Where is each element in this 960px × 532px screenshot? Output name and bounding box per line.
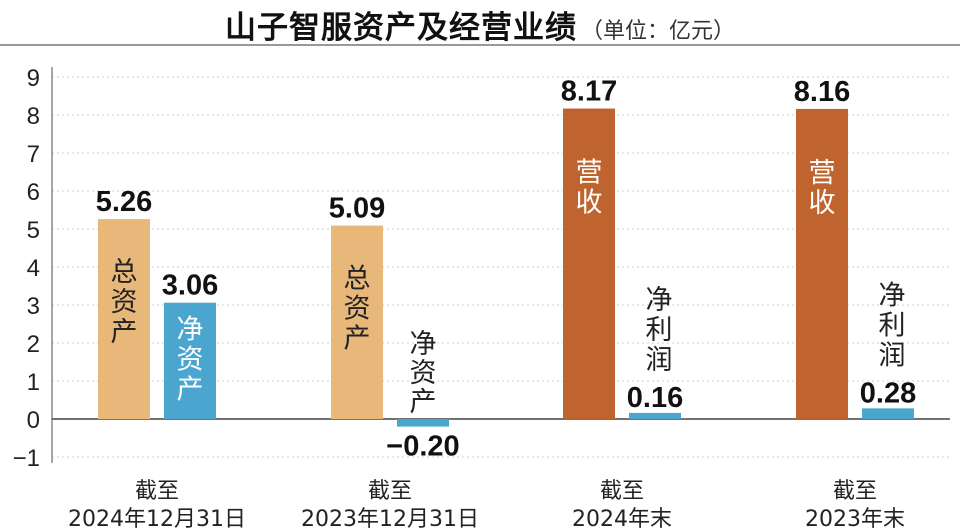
bar-category-label: 产	[177, 375, 204, 406]
y-tick-label: 4	[27, 255, 40, 282]
bar-primary	[331, 225, 383, 419]
y-tick-label: 3	[27, 293, 40, 320]
x-group-label-line1: 截至	[135, 479, 179, 504]
y-tick-label: 2	[27, 331, 40, 358]
bar-category-label: 利	[879, 310, 906, 341]
bar-secondary	[164, 302, 216, 419]
bar-category-label: 净	[410, 329, 437, 360]
bar-category-label: 净	[646, 285, 673, 316]
bar-primary	[563, 108, 615, 419]
bar-category-label: 产	[344, 324, 371, 355]
bar-category-label: 营	[576, 158, 603, 189]
bar-value-label: 8.17	[561, 76, 617, 108]
bar-value-label: 8.16	[794, 76, 850, 108]
unit-note: （单位：亿元）	[580, 19, 735, 44]
chart-title: 山子智服资产及经营业绩	[224, 10, 577, 46]
y-tick-label: −1	[13, 445, 40, 472]
x-group-label-line1: 截至	[600, 479, 644, 504]
bar-category-label: 资	[344, 294, 371, 325]
x-group-label-line1: 截至	[833, 479, 877, 504]
title-divider	[0, 44, 960, 46]
bar-category-label: 润	[646, 345, 673, 376]
chart-header: 山子智服资产及经营业绩 （单位：亿元）	[0, 2, 960, 47]
bar-category-label: 收	[809, 188, 836, 219]
y-tick-label: 7	[27, 141, 40, 168]
bar-category-label: 净	[177, 315, 204, 346]
y-tick-label: 8	[27, 103, 40, 130]
x-group-label-line2: 2023年12月31日	[301, 507, 479, 532]
y-tick-label: 6	[27, 179, 40, 206]
bar-value-label: 5.09	[329, 193, 385, 225]
bar-category-label: 利	[646, 315, 673, 346]
bar-primary	[796, 108, 848, 420]
bar-category-label: 净	[879, 280, 906, 311]
bar-category-label: 总	[344, 264, 371, 295]
x-group-label-line2: 2024年末	[572, 507, 672, 532]
bar-category-label: 产	[410, 387, 437, 418]
bar-category-label: 营	[809, 158, 836, 189]
y-tick-label: 5	[27, 217, 40, 244]
bar-value-label: −0.20	[386, 431, 459, 463]
bar-category-label: 产	[111, 317, 138, 348]
bar-value-label: 3.06	[162, 270, 218, 302]
x-group-label-line2: 2023年末	[805, 507, 905, 532]
x-group-label-line2: 2024年12月31日	[68, 507, 246, 532]
bar-category-label: 润	[879, 340, 906, 371]
bar-category-label: 资	[410, 358, 437, 389]
bar-category-label: 收	[576, 188, 603, 219]
bar-secondary	[629, 412, 681, 419]
bar-primary	[98, 219, 150, 419]
y-tick-label: 1	[27, 369, 40, 396]
y-tick-label: 9	[27, 65, 40, 92]
y-tick-label: 0	[27, 407, 40, 434]
bar-secondary	[862, 408, 914, 419]
x-group-label-line1: 截至	[368, 479, 412, 504]
bar-value-label: 5.26	[96, 186, 152, 218]
bar-secondary	[397, 419, 449, 427]
bar-value-label: 0.28	[860, 377, 916, 409]
bar-category-label: 资	[111, 287, 138, 318]
bar-category-label: 总	[111, 257, 138, 288]
bar-category-label: 资	[177, 345, 204, 376]
bar-value-label: 0.16	[627, 382, 683, 414]
